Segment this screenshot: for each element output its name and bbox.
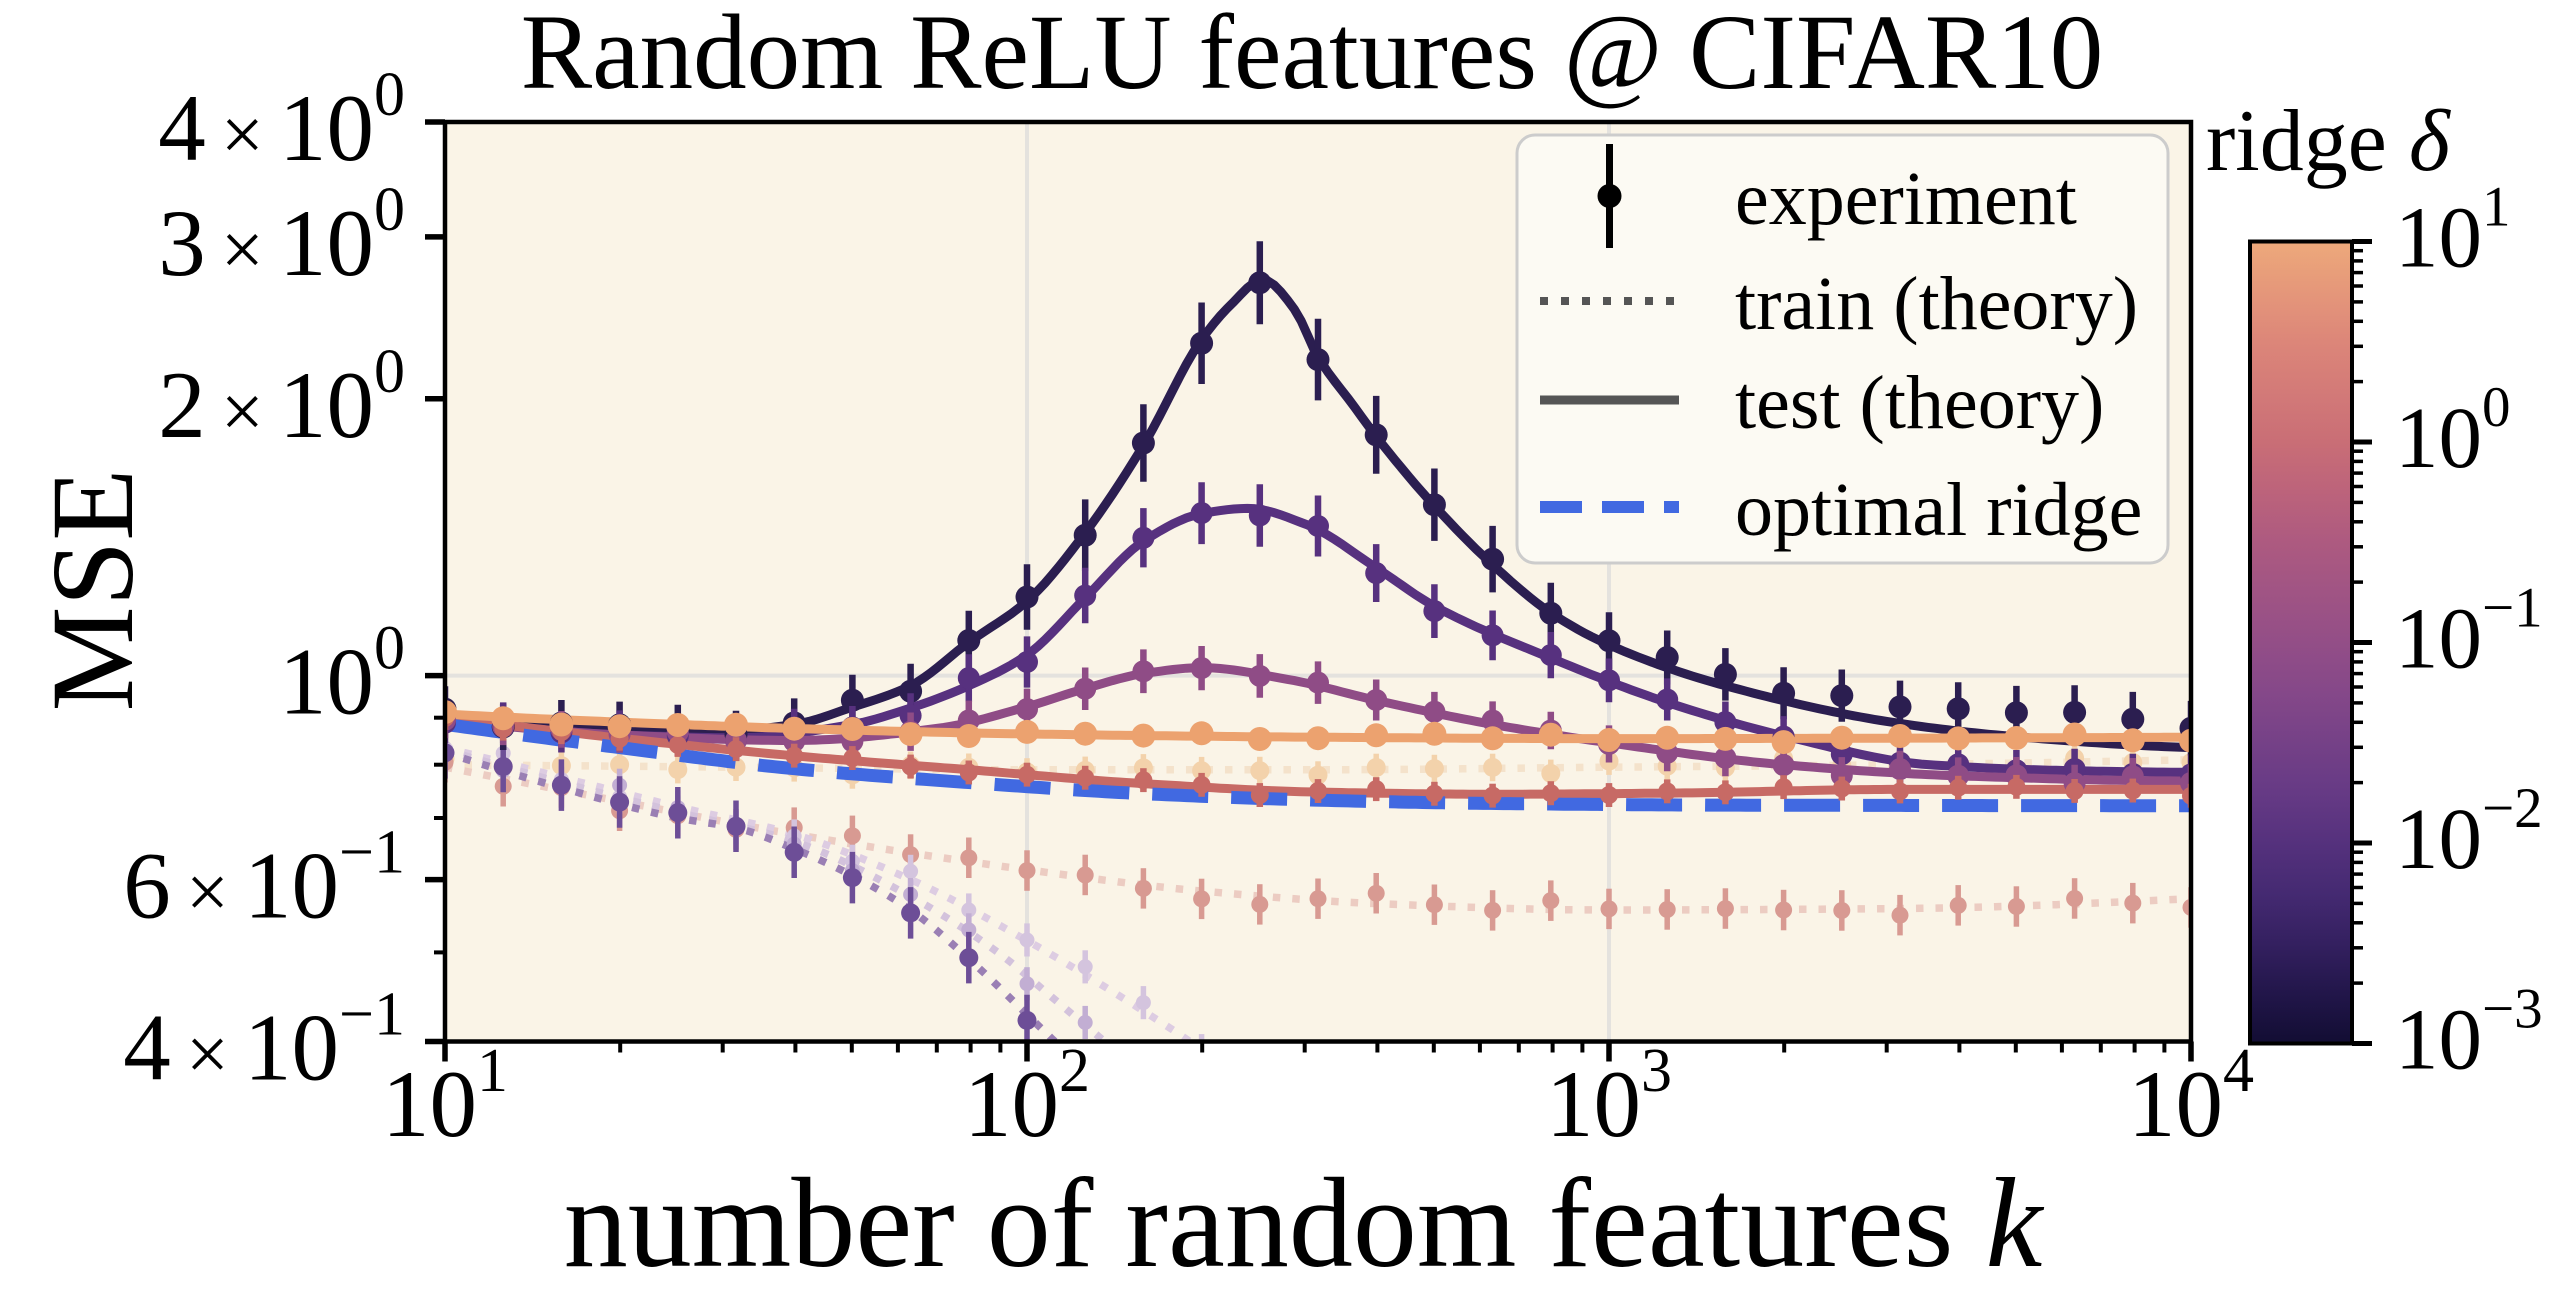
svg-text:6 × 10−1: 6 × 10−1 [123, 819, 405, 939]
svg-text:10−2: 10−2 [2395, 777, 2543, 887]
svg-text:test (theory): test (theory) [1735, 361, 2104, 445]
svg-text:3 × 100: 3 × 100 [158, 176, 405, 296]
svg-text:optimal ridge: optimal ridge [1735, 468, 2142, 552]
svg-text:2 × 100: 2 × 100 [158, 338, 405, 458]
svg-text:train (theory): train (theory) [1735, 262, 2138, 346]
svg-text:experiment: experiment [1735, 157, 2077, 241]
svg-text:number of random features k: number of random features k [564, 1152, 2045, 1294]
svg-text:Random ReLU features @ CIFAR10: Random ReLU features @ CIFAR10 [521, 0, 2103, 112]
svg-text:ridge δ: ridge δ [2206, 93, 2452, 190]
svg-text:4 × 100: 4 × 100 [158, 61, 405, 181]
svg-text:MSE: MSE [27, 469, 158, 712]
